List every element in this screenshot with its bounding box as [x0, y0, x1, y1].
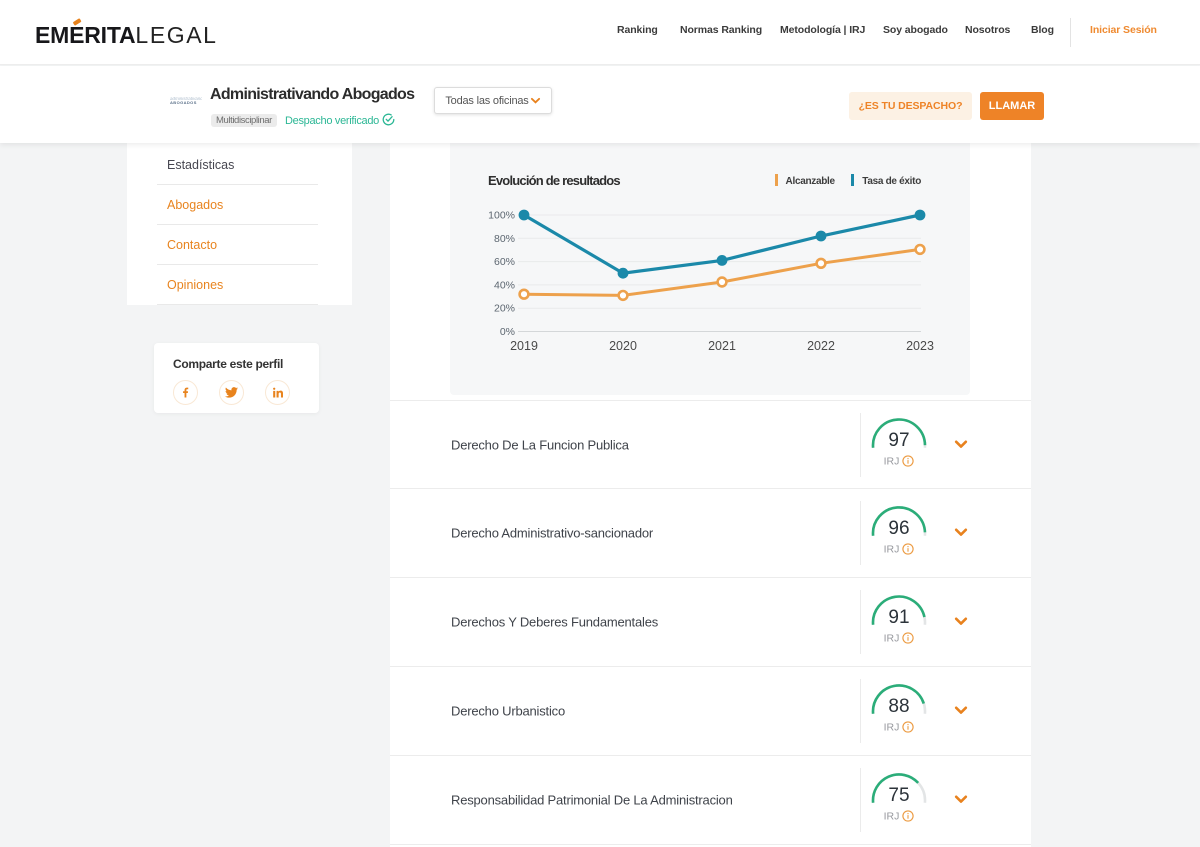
- svg-text:100%: 100%: [488, 210, 515, 222]
- svg-text:2023: 2023: [906, 339, 934, 353]
- svg-text:80%: 80%: [494, 233, 515, 245]
- svg-text:20%: 20%: [494, 303, 515, 315]
- svg-text:2022: 2022: [807, 339, 835, 353]
- svg-text:0%: 0%: [500, 326, 515, 338]
- svg-text:60%: 60%: [494, 256, 515, 268]
- svg-text:2019: 2019: [510, 339, 538, 353]
- svg-text:2020: 2020: [609, 339, 637, 353]
- svg-text:2021: 2021: [708, 339, 736, 353]
- svg-text:40%: 40%: [494, 279, 515, 291]
